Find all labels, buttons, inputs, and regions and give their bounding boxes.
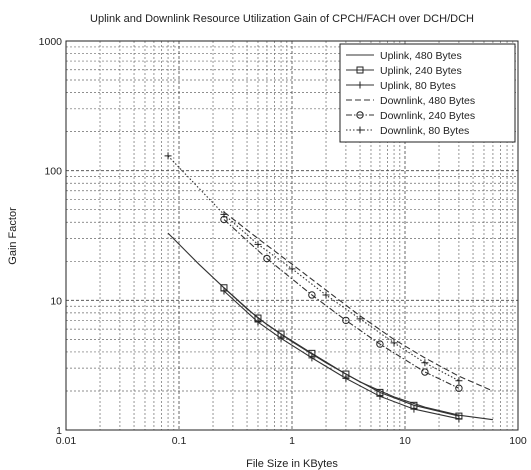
chart-title: Uplink and Downlink Resource Utilization… (90, 13, 474, 25)
series-3 (220, 287, 463, 423)
y-tick-label: 100 (44, 166, 62, 178)
series-layer (164, 152, 494, 423)
data-point (342, 316, 350, 325)
x-tick-label: 1 (289, 435, 295, 447)
data-point (455, 384, 463, 392)
legend-item: Uplink, 80 Bytes (346, 80, 456, 92)
legend-label: Uplink, 240 Bytes (380, 65, 462, 77)
x-tick-label: 0.01 (56, 435, 77, 447)
legend-label: Downlink, 240 Bytes (380, 110, 475, 122)
x-tick-label: 100 (509, 435, 527, 447)
data-point (356, 315, 364, 323)
series-line (223, 219, 460, 389)
y-axis-label: Gain Factor (7, 207, 19, 265)
legend-label: Downlink, 480 Bytes (380, 95, 475, 107)
data-point (288, 265, 296, 273)
y-tick-label: 1 (56, 425, 62, 437)
data-point (308, 354, 316, 362)
data-point (376, 392, 384, 400)
legend-marker-swatch (356, 81, 364, 89)
data-point (322, 291, 330, 299)
x-tick-label: 10 (399, 435, 411, 447)
data-point (254, 318, 262, 326)
data-point (455, 377, 463, 385)
legend-marker-swatch (356, 66, 364, 74)
data-point (277, 334, 285, 342)
data-point (308, 291, 316, 299)
data-point (410, 405, 418, 413)
legend-label: Downlink, 80 Bytes (380, 125, 469, 137)
legend-item: Downlink, 480 Bytes (346, 95, 475, 107)
data-point (254, 240, 262, 248)
series-5 (220, 215, 463, 392)
data-point (220, 287, 228, 295)
legend-marker-swatch (356, 126, 364, 134)
legend-label: Uplink, 480 Bytes (380, 50, 462, 62)
x-axis: 0.01 0.1 1 10 100 (56, 435, 527, 447)
series-6 (164, 152, 463, 385)
data-point (342, 374, 350, 382)
data-point (376, 340, 384, 348)
data-point (220, 210, 228, 218)
legend-item: Uplink, 480 Bytes (346, 50, 462, 62)
data-point (164, 152, 172, 160)
legend-marker-swatch (356, 111, 364, 119)
series-line (223, 290, 460, 420)
x-axis-label: File Size in KBytes (246, 458, 338, 470)
legend-box (339, 43, 516, 143)
data-point (390, 339, 398, 347)
y-tick-label: 10 (50, 295, 62, 307)
legend-item: Downlink, 80 Bytes (346, 125, 469, 137)
data-point (263, 254, 271, 263)
legend-item: Uplink, 240 Bytes (346, 65, 462, 77)
legend-label: Uplink, 80 Bytes (380, 80, 456, 92)
data-point (455, 415, 463, 423)
x-tick-label: 0.1 (172, 435, 187, 447)
legend: Uplink, 480 Bytes Uplink, 240 Bytes Uplink… (339, 43, 516, 143)
series-line (223, 287, 460, 417)
y-tick-label: 1000 (39, 36, 63, 48)
data-point (421, 368, 429, 376)
legend-item: Downlink, 240 Bytes (346, 110, 475, 122)
plot-frame (65, 40, 519, 431)
y-axis: 1 10 100 1000 (39, 36, 63, 437)
data-point (421, 359, 429, 367)
